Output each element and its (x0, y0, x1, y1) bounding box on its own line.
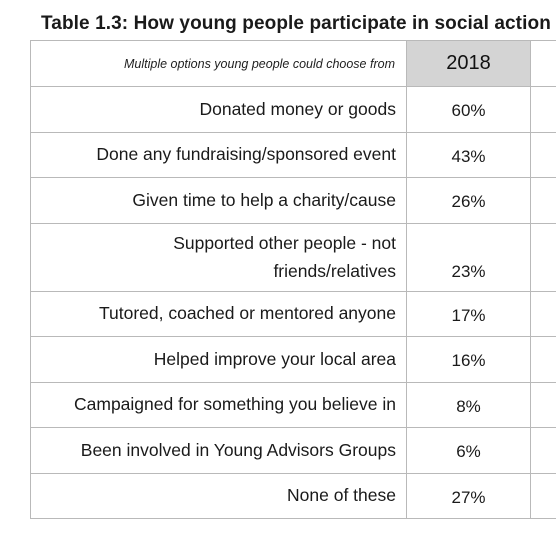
row-extra-cell (530, 427, 556, 474)
row-label-line-2: friends/relatives (273, 261, 396, 281)
row-value: 60% (406, 86, 531, 133)
row-label: Helped improve your local area (30, 336, 407, 383)
table-row: Done any fundraising/sponsored event 43% (30, 131, 556, 178)
row-extra-cell (530, 131, 556, 178)
row-value: 26% (406, 177, 531, 224)
header-label: Multiple options young people could choo… (30, 40, 407, 87)
table-row: Been involved in Young Advisors Groups 6… (30, 427, 556, 474)
table-header-row: Multiple options young people could choo… (30, 40, 556, 87)
row-label-line-1: Supported other people - not (173, 233, 396, 253)
row-value: 6% (406, 427, 531, 474)
participation-table: Multiple options young people could choo… (30, 40, 556, 519)
row-label: Been involved in Young Advisors Groups (30, 427, 407, 474)
table-row: Campaigned for something you believe in … (30, 381, 556, 428)
table-row: Donated money or goods 60% (30, 86, 556, 133)
row-label: Given time to help a charity/cause (30, 177, 407, 224)
row-extra-cell (530, 86, 556, 133)
table-row: Tutored, coached or mentored anyone 17% (30, 290, 556, 337)
row-label: Campaigned for something you believe in (30, 381, 407, 428)
table-row: Supported other people - not friends/rel… (30, 222, 556, 292)
row-extra-cell (530, 381, 556, 428)
row-extra-cell (530, 472, 556, 519)
row-label: Done any fundraising/sponsored event (30, 131, 407, 178)
row-extra-cell (530, 222, 556, 292)
row-value: 16% (406, 336, 531, 383)
year-header: 2018 (406, 40, 531, 87)
table-row: Helped improve your local area 16% (30, 336, 556, 383)
row-extra-cell (530, 177, 556, 224)
row-value: 23% (406, 222, 531, 292)
row-extra-cell (530, 290, 556, 337)
row-value: 27% (406, 472, 531, 519)
row-label: Donated money or goods (30, 86, 407, 133)
table-title: Table 1.3: How young people participate … (41, 13, 551, 34)
row-value: 8% (406, 381, 531, 428)
table-row: Given time to help a charity/cause 26% (30, 177, 556, 224)
table-row: None of these 27% (30, 472, 556, 519)
row-label: None of these (30, 472, 407, 519)
row-label: Tutored, coached or mentored anyone (30, 290, 407, 337)
row-value: 43% (406, 131, 531, 178)
row-label: Supported other people - not friends/rel… (30, 222, 407, 292)
header-extra-cell (530, 40, 556, 87)
row-value: 17% (406, 290, 531, 337)
row-extra-cell (530, 336, 556, 383)
